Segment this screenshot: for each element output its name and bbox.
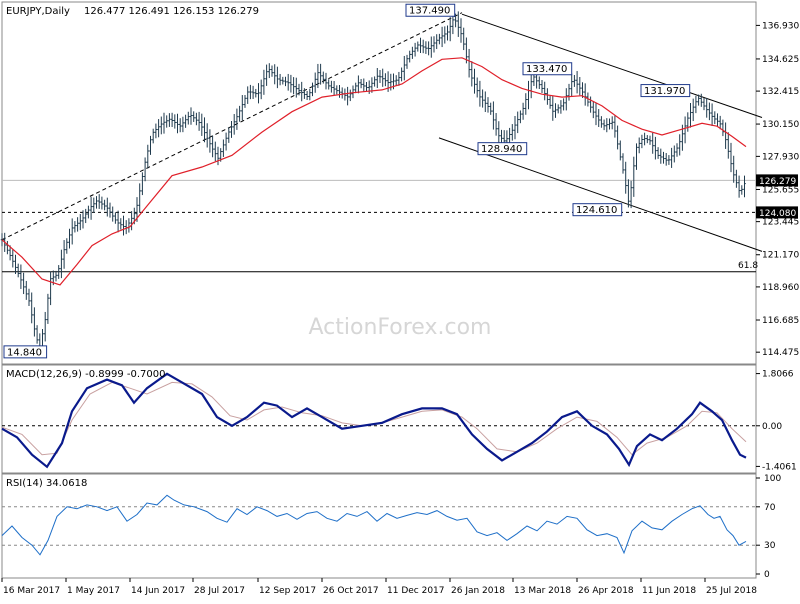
price-tick-label: 132.415 [762,87,799,97]
price-annotation: 124.610 [576,205,617,216]
price-annotation: 131.970 [644,86,685,97]
price-annotation: 128.940 [481,144,522,155]
price-annotation-box [640,84,691,98]
x-tick-label: 16 Mar 2017 [3,586,60,596]
macd-tick-label: -1.4061 [762,462,797,472]
price-annotation: 14.840 [7,347,42,358]
x-tick-label: 26 Oct 2017 [323,586,379,596]
fib-label: 61.8 [738,261,758,271]
rsi-panel [1,473,757,579]
channel-line [461,13,763,118]
price-annotation-box [3,345,48,359]
price-annotation-box [572,203,623,217]
support-level-label: 124.080 [759,209,796,219]
macd-tick-label: 0.00 [762,422,782,432]
channel-line [438,137,763,252]
price-annotation: 137.490 [409,6,450,17]
watermark: ActionForex.com [309,315,492,340]
rsi-tick-label: 100 [764,474,781,484]
x-tick-label: 12 Sep 2017 [259,586,316,596]
rsi-line [1,494,747,556]
ohlc-readout: 126.477 126.491 126.153 126.279 [84,6,259,17]
price-tick-label: 136.930 [762,21,799,31]
x-tick-label: 25 Jul 2018 [706,586,757,596]
price-tick-label: 125.655 [762,185,799,195]
price-tick-label: 116.685 [762,316,799,326]
rsi-tick-label: 0 [764,570,770,580]
x-tick-label: 11 Dec 2017 [387,586,445,596]
price-tick-label: 121.170 [762,251,799,261]
price-annotation-box [405,3,456,17]
x-tick-label: 1 May 2017 [67,586,120,596]
current-price-label: 126.279 [759,177,796,187]
current-price-label-box [756,174,798,187]
price-tick-label: 130.150 [762,120,799,130]
macd-tick-label: 1.8066 [762,370,794,380]
macd-main-line [1,372,747,469]
price-tick-label: 134.625 [762,55,799,65]
chart-symbol: EURJPY,Daily [6,6,70,17]
x-tick-label: 11 Jun 2018 [642,586,696,596]
price-tick-label: 127.930 [762,152,799,162]
channel-line [1,12,463,241]
x-tick-label: 26 Jan 2018 [451,586,505,596]
x-tick-label: 26 Apr 2018 [578,586,634,596]
moving-average-line [1,57,747,286]
rsi-tick-label: 70 [764,503,776,513]
x-tick-label: 13 Mar 2018 [514,586,571,596]
price-annotation-box [477,142,528,156]
macd-label: MACD(12,26,9) -0.8999 -0.7000 [6,369,166,380]
macd-panel [1,364,757,474]
x-tick-label: 28 Jul 2017 [194,586,245,596]
price-annotation-box [522,62,573,76]
price-tick-label: 118.960 [762,283,799,293]
support-level-label-box [756,206,798,219]
rsi-tick-label: 30 [764,541,776,551]
price-tick-label: 114.475 [762,348,799,358]
price-panel [1,1,757,365]
price-tick-label: 123.445 [762,218,799,228]
x-tick-label: 14 Jun 2017 [131,586,185,596]
rsi-label: RSI(14) 34.0618 [6,478,87,489]
price-annotation: 133.470 [526,64,567,75]
